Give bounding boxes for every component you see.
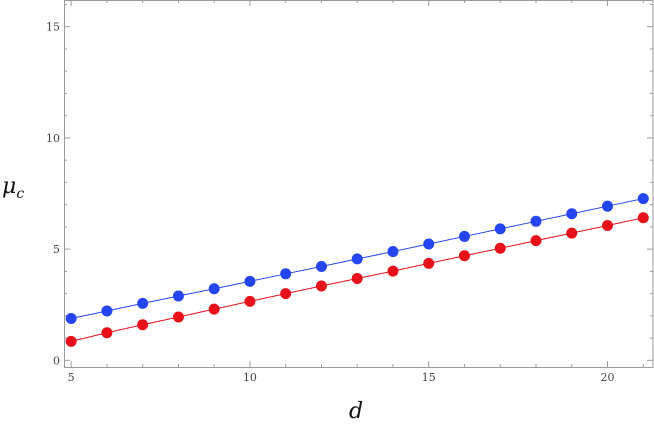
data-point [387,265,399,277]
data-point [137,319,149,331]
data-point [280,288,292,300]
data-point [494,242,506,254]
data-point [566,208,578,220]
y-axis-title: μc [2,174,24,202]
series-1 [65,193,649,325]
data-point [458,230,470,242]
x-tick-label: 10 [243,371,257,384]
data-point [637,212,649,224]
data-point [65,335,77,347]
data-point [566,227,578,239]
series-2 [65,212,649,347]
data-point [494,223,506,235]
data-point [351,272,363,284]
data-point [602,220,614,232]
data-point [530,215,542,227]
data-point [315,280,327,292]
data-point [208,303,220,315]
y-tick-label: 10 [46,132,60,145]
data-point [387,246,399,258]
y-axis-title-subscript: c [16,186,24,202]
data-point [208,283,220,295]
data-point [244,295,256,307]
plot-frame [64,0,654,368]
x-axis-title: d [349,399,363,424]
data-point [530,235,542,247]
data-point [172,311,184,323]
data-point [315,260,327,272]
y-tick-label: 0 [53,354,60,367]
data-point [280,268,292,280]
x-tick-label: 15 [422,371,436,384]
data-point [244,275,256,287]
y-tick-label: 5 [53,243,60,256]
data-point [351,253,363,265]
data-point [172,290,184,302]
data-point [137,297,149,309]
data-point [101,305,113,317]
series-layer [65,193,649,347]
y-axis-title-main: μ [2,174,16,199]
data-point [423,238,435,250]
x-tick-label: 5 [68,371,75,384]
data-point [423,257,435,269]
axis-ticks [64,0,653,367]
data-point [637,193,649,205]
data-point [101,327,113,339]
data-point [602,200,614,212]
x-tick-label: 20 [601,371,615,384]
y-tick-label: 15 [46,21,60,34]
data-point [458,250,470,262]
data-point [65,313,77,325]
